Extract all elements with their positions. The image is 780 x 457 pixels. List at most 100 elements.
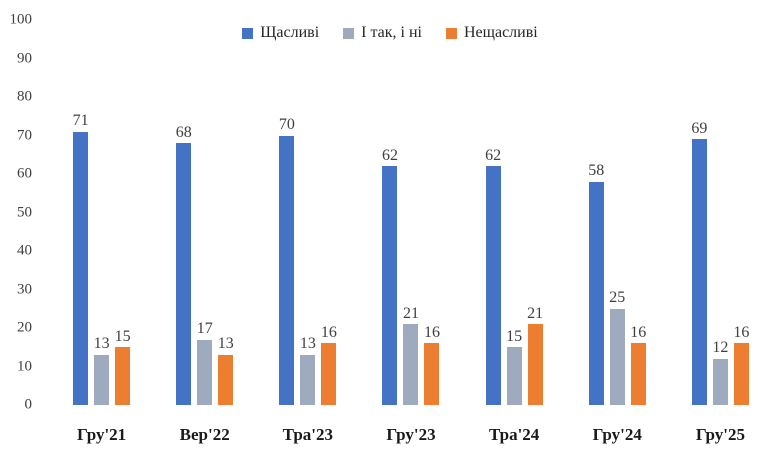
bar-series-1 bbox=[73, 131, 89, 405]
y-axis: 0 10 20 30 40 50 60 70 80 90 100 bbox=[0, 12, 40, 412]
x-axis-label: Гру'21 bbox=[76, 425, 127, 444]
legend-label: І так, і ні bbox=[361, 24, 422, 41]
bar-value-label: 70 bbox=[278, 115, 295, 133]
bar-series-2 bbox=[300, 354, 316, 405]
bar-column: 68 bbox=[176, 20, 192, 405]
bar-value-label: 21 bbox=[402, 304, 419, 322]
bar-column: 70 bbox=[279, 20, 295, 405]
bar-value-label: 13 bbox=[93, 335, 110, 353]
bar-series-3 bbox=[115, 347, 131, 405]
bar-series-2 bbox=[94, 354, 110, 405]
bar-value-label: 15 bbox=[114, 327, 131, 345]
x-axis-label: Гру'23 bbox=[386, 425, 436, 444]
y-tick-label: 30 bbox=[17, 281, 32, 297]
bar-value-label: 17 bbox=[196, 319, 213, 337]
bar-value-label: 16 bbox=[630, 323, 647, 341]
bar-series-1 bbox=[485, 166, 501, 405]
bar-value-label: 16 bbox=[423, 323, 440, 341]
legend-item-2: І так, і ні bbox=[343, 24, 422, 42]
bar-column: 69 bbox=[691, 20, 707, 405]
x-axis-label: Вер'22 bbox=[179, 425, 230, 444]
bar-value-label: 25 bbox=[609, 289, 626, 307]
bar-column: 21 bbox=[527, 20, 543, 405]
y-tick-label: 100 bbox=[9, 11, 33, 28]
x-axis-label: Гру'25 bbox=[695, 425, 746, 444]
bar-column: 13 bbox=[300, 20, 316, 405]
legend-item-1: Щасливі bbox=[242, 24, 319, 42]
bar-series-3 bbox=[527, 324, 543, 405]
bar-value-label: 71 bbox=[72, 112, 89, 130]
bar-column: 16 bbox=[424, 20, 440, 405]
y-tick-label: 50 bbox=[17, 204, 32, 220]
bar-column: 21 bbox=[403, 20, 419, 405]
bar-column: 13 bbox=[218, 20, 234, 405]
legend-swatch bbox=[242, 27, 254, 39]
bar-series-3 bbox=[630, 343, 646, 405]
bar-value-label: 62 bbox=[485, 146, 502, 164]
bar-series-3 bbox=[424, 343, 440, 405]
bar-group: 70 13 16 bbox=[256, 20, 359, 405]
bar-column: 16 bbox=[630, 20, 646, 405]
bar-value-label: 12 bbox=[712, 339, 729, 357]
x-axis: Гру'21 Вер'22 Тра'23 Гру'23 Тра'24 Гру'24 Гру'… bbox=[50, 425, 772, 445]
bar-column: 25 bbox=[609, 20, 625, 405]
legend-label: Нещасливі bbox=[464, 24, 538, 41]
y-tick-label: 20 bbox=[17, 319, 32, 336]
bar-series-1 bbox=[382, 166, 398, 405]
bar-value-label: 16 bbox=[733, 323, 750, 341]
bar-group: 62 15 21 bbox=[463, 20, 566, 405]
bar-series-2 bbox=[403, 324, 419, 405]
bar-value-label: 21 bbox=[527, 304, 544, 322]
bar-series-1 bbox=[588, 181, 604, 405]
bar-column: 58 bbox=[588, 20, 604, 405]
bar-series-1 bbox=[176, 143, 192, 405]
bar-series-1 bbox=[691, 139, 707, 405]
bar-column: 17 bbox=[197, 20, 213, 405]
y-tick-label: 90 bbox=[17, 50, 32, 66]
bar-value-label: 68 bbox=[175, 123, 192, 141]
bar-series-3 bbox=[733, 343, 749, 405]
legend-swatch bbox=[343, 27, 355, 39]
legend-label: Щасливі bbox=[260, 24, 320, 41]
legend-item-3: Нещасливі bbox=[446, 24, 538, 42]
bar-value-label: 16 bbox=[320, 323, 337, 341]
bar-series-2 bbox=[197, 339, 213, 405]
plot-area: 71 13 15 68 17 13 70 13 16 62 21 16 62 15 21 58 25 16 69 12… bbox=[50, 20, 772, 405]
bar-column: 12 bbox=[712, 20, 728, 405]
bar-series-1 bbox=[279, 135, 295, 405]
bar-value-label: 13 bbox=[217, 335, 234, 353]
bar-column: 15 bbox=[115, 20, 131, 405]
bar-column: 16 bbox=[321, 20, 337, 405]
bar-group: 68 17 13 bbox=[153, 20, 256, 405]
legend-swatch bbox=[446, 27, 457, 39]
bar-column: 15 bbox=[506, 20, 522, 405]
bar-column: 71 bbox=[73, 20, 89, 405]
bar-value-label: 58 bbox=[588, 162, 605, 180]
legend: Щасливі І так, і ні Нещасливі bbox=[0, 24, 780, 42]
x-axis-label: Гру'24 bbox=[592, 425, 642, 444]
bar-column: 62 bbox=[485, 20, 501, 405]
bar-column: 16 bbox=[733, 20, 749, 405]
bar-series-2 bbox=[506, 347, 522, 405]
bar-value-label: 15 bbox=[506, 327, 523, 345]
y-tick-label: 70 bbox=[17, 127, 32, 143]
bar-group: 62 21 16 bbox=[359, 20, 462, 405]
bar-value-label: 13 bbox=[299, 335, 316, 353]
bar-group: 58 25 16 bbox=[566, 20, 669, 405]
bar-series-3 bbox=[218, 354, 234, 405]
bar-series-2 bbox=[712, 358, 728, 405]
y-tick-label: 40 bbox=[17, 242, 32, 259]
x-axis-label: Тра'23 bbox=[282, 425, 334, 444]
bar-value-label: 62 bbox=[381, 146, 398, 164]
bar-group: 71 13 15 bbox=[50, 20, 153, 405]
y-tick-label: 0 bbox=[24, 396, 33, 413]
bar-series-3 bbox=[321, 343, 337, 405]
y-tick-label: 60 bbox=[17, 165, 32, 182]
bar-column: 62 bbox=[382, 20, 398, 405]
y-tick-label: 80 bbox=[17, 88, 32, 105]
bar-series-2 bbox=[609, 308, 625, 405]
y-tick-label: 10 bbox=[17, 358, 32, 374]
bar-group: 69 12 16 bbox=[669, 20, 772, 405]
bar-column: 13 bbox=[94, 20, 110, 405]
